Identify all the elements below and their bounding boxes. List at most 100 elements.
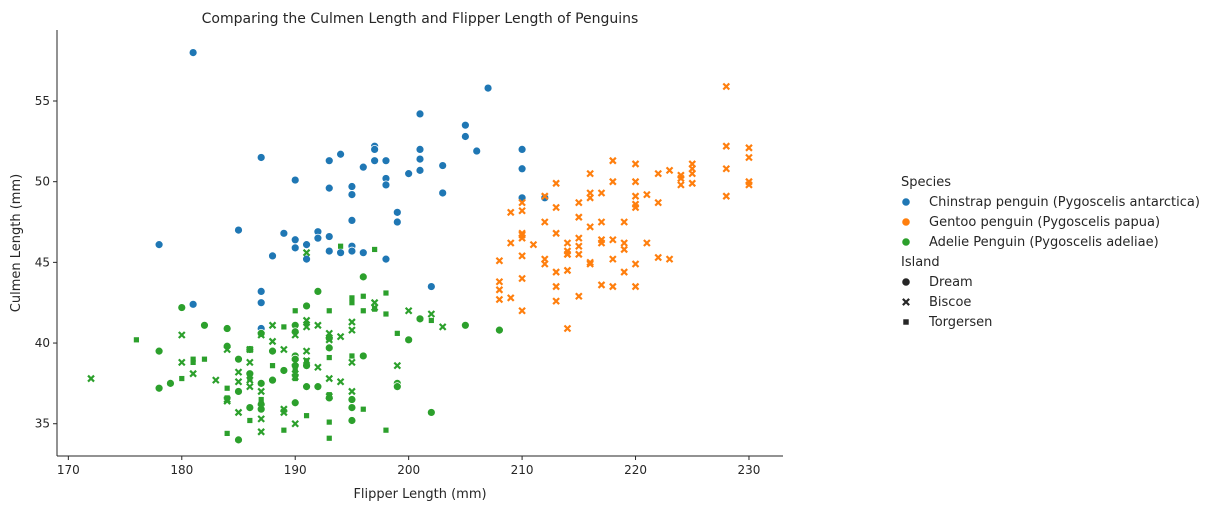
data-point [541,218,549,226]
data-point [347,190,357,199]
data-point [268,321,277,330]
x-tick-label: 210 [511,463,534,477]
data-point [394,330,400,336]
data-point [324,156,334,166]
data-point [495,325,504,335]
data-point [336,377,345,386]
data-point [166,378,175,388]
data-point [575,234,583,242]
data-point [279,366,289,375]
data-point [348,387,356,396]
data-point [586,169,594,178]
data-point [415,145,425,154]
data-point [517,164,527,174]
data-point [256,153,266,162]
data-point [224,395,230,401]
data-point [541,192,549,200]
data-point [381,156,391,166]
data-point [552,297,560,305]
data-point [415,109,425,119]
data-point [325,374,334,383]
data-point [358,351,368,361]
legend-entry-species: Gentoo penguin (Pygoscelis papua) [929,215,1160,230]
data-point [472,146,482,156]
data-point [190,359,196,366]
data-point [291,419,299,428]
data-point [189,369,197,378]
data-point [415,154,425,164]
data-point [609,156,617,165]
y-tick-label: 55 [35,94,50,108]
data-point [224,385,230,391]
data-point [372,306,378,312]
data-point [665,166,674,175]
data-point [597,189,606,197]
data-point [665,255,674,263]
legend-marker [902,298,910,306]
data-point [302,240,311,250]
data-point [234,225,243,235]
data-point [575,242,583,251]
data-point [426,282,436,291]
data-point [246,358,254,367]
data-point [280,345,288,354]
data-point [290,235,300,245]
data-point [325,336,334,344]
data-point [358,162,368,172]
data-point [586,260,594,268]
data-point [722,142,731,150]
data-point [347,182,357,191]
x-axis-label: Flipper Length (mm) [353,487,486,502]
data-point [426,408,436,417]
data-point [256,328,266,338]
data-point [495,286,504,294]
x-tick-label: 230 [738,463,761,477]
data-point [256,378,266,388]
data-point [178,331,186,339]
data-point [438,188,448,198]
data-point [552,203,560,212]
data-point [292,375,298,382]
data-point [745,144,753,152]
data-point [326,308,332,314]
data-point [460,320,470,330]
data-point [392,207,402,217]
data-point [552,282,560,291]
data-point [506,208,515,217]
data-point [518,206,526,215]
data-point [245,403,255,412]
plot-points [87,48,753,445]
data-point [280,408,288,417]
data-point [575,213,583,221]
data-point [314,321,322,330]
data-point [201,356,208,362]
data-point [268,251,277,261]
data-point [302,254,311,264]
data-point [279,228,289,238]
data-point [563,324,572,333]
data-point [552,268,560,276]
legend-entry-island: Dream [929,275,973,290]
data-point [506,294,515,302]
data-point [303,358,310,364]
data-point [383,290,389,296]
data-point [268,375,277,385]
data-point [404,306,413,315]
data-point [358,248,368,258]
data-point [257,415,265,423]
data-point [609,255,617,263]
data-point [586,223,594,231]
data-point [360,406,366,412]
data-point [222,324,232,333]
data-point [302,347,311,355]
data-point [563,239,572,247]
data-point [495,295,504,304]
data-point [302,301,311,311]
data-point [324,232,334,241]
legend-title-species: Species [901,175,951,190]
legend-marker [901,197,911,207]
data-point [154,346,164,356]
data-point [190,356,196,362]
data-point [529,240,538,249]
